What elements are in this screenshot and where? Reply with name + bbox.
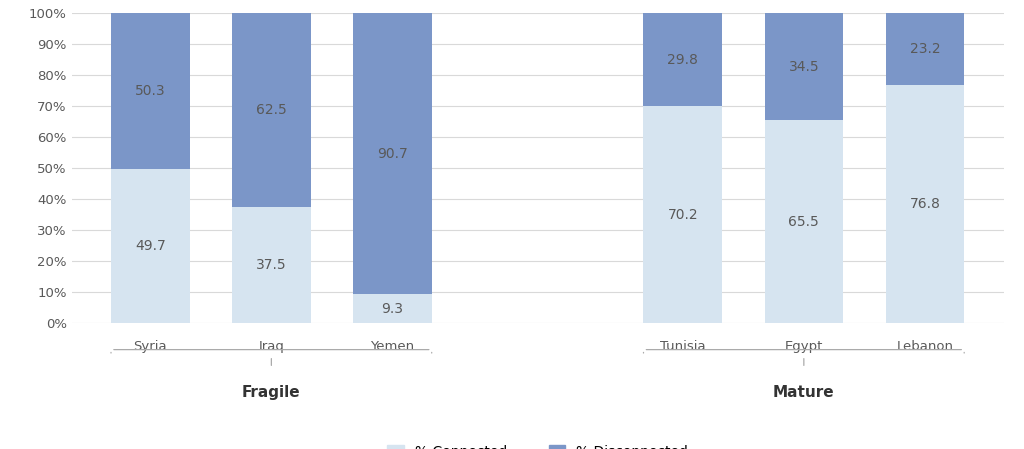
Bar — [643, 106, 722, 323]
Text: Lebanon: Lebanon — [896, 340, 953, 353]
Bar — [111, 169, 189, 323]
Bar — [353, 295, 432, 323]
Text: 23.2: 23.2 — [909, 42, 940, 57]
Text: 70.2: 70.2 — [668, 207, 698, 221]
Text: Yemen: Yemen — [371, 340, 415, 353]
Text: 37.5: 37.5 — [256, 258, 287, 272]
Text: 50.3: 50.3 — [135, 84, 166, 98]
Text: Egypt: Egypt — [784, 340, 823, 353]
Text: 29.8: 29.8 — [668, 53, 698, 66]
Bar — [765, 120, 843, 323]
Bar — [886, 85, 965, 323]
Text: Iraq: Iraq — [258, 340, 285, 353]
Text: Mature: Mature — [773, 385, 835, 400]
Bar — [232, 13, 310, 207]
Text: 9.3: 9.3 — [381, 302, 403, 316]
Text: 90.7: 90.7 — [377, 147, 408, 161]
Bar — [643, 13, 722, 106]
Text: 34.5: 34.5 — [788, 60, 819, 74]
Text: Tunisia: Tunisia — [660, 340, 706, 353]
Text: Syria: Syria — [133, 340, 167, 353]
Text: 49.7: 49.7 — [135, 239, 166, 253]
Bar — [232, 207, 310, 323]
Bar — [111, 13, 189, 169]
Bar — [353, 13, 432, 295]
Legend: % Connected, % Disconnected: % Connected, % Disconnected — [387, 445, 688, 449]
Text: 65.5: 65.5 — [788, 215, 819, 229]
Bar — [886, 13, 965, 85]
Text: 76.8: 76.8 — [909, 197, 940, 211]
Bar — [765, 13, 843, 120]
Text: Fragile: Fragile — [242, 385, 301, 400]
Text: 62.5: 62.5 — [256, 103, 287, 117]
